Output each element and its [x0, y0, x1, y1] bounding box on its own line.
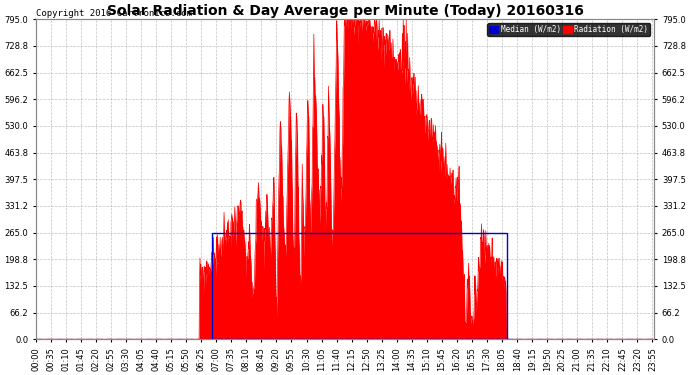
Bar — [213, 232, 506, 339]
Legend: Median (W/m2), Radiation (W/m2): Median (W/m2), Radiation (W/m2) — [487, 23, 651, 36]
Text: Copyright 2016 Cartronics.com: Copyright 2016 Cartronics.com — [37, 9, 193, 18]
Title: Solar Radiation & Day Average per Minute (Today) 20160316: Solar Radiation & Day Average per Minute… — [106, 4, 584, 18]
